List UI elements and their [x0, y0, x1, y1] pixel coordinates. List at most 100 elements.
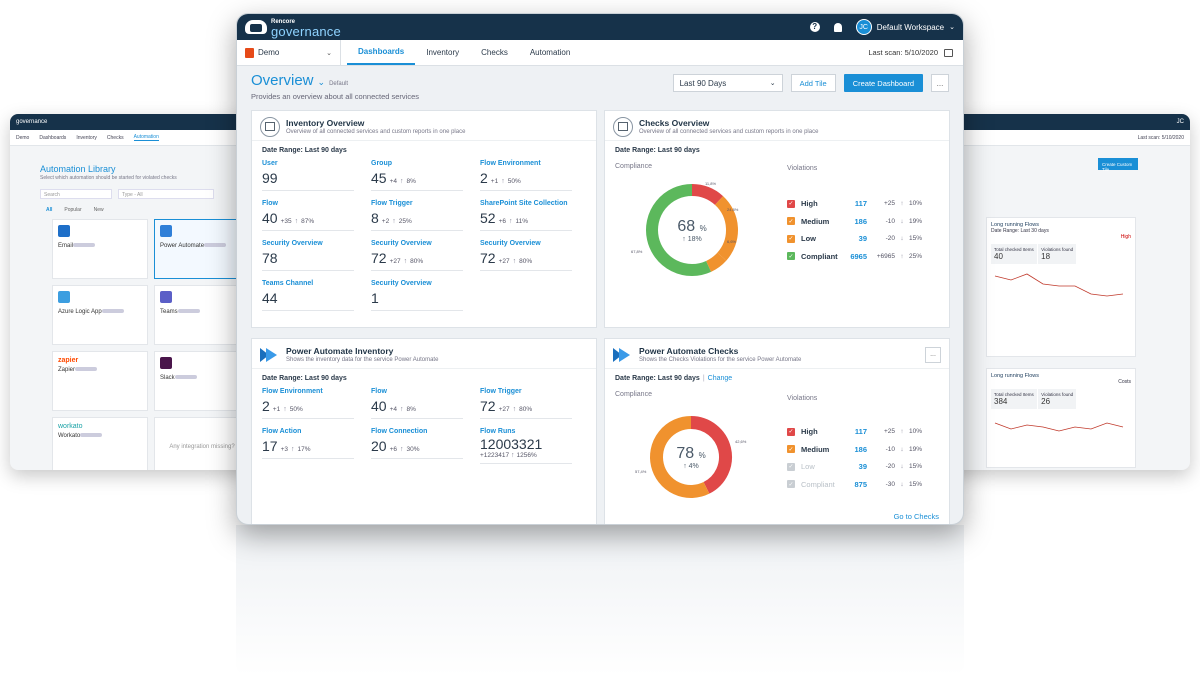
- right-violations-box-2: Violations found 26: [1038, 389, 1077, 409]
- violation-count[interactable]: 117: [854, 427, 867, 437]
- metric-cell[interactable]: Security Overview 72 +27 ↑ 80%: [480, 240, 589, 280]
- tab-inventory[interactable]: Inventory: [426, 48, 460, 57]
- calendar-icon[interactable]: [944, 48, 953, 57]
- metric-cell[interactable]: Security Overview 1: [371, 280, 480, 320]
- metric-percent: 87%: [301, 218, 315, 225]
- arrow-up-icon: ↑: [291, 446, 295, 453]
- workspace-switcher[interactable]: JC Default Workspace ⌄: [855, 19, 955, 35]
- donut-slice[interactable]: [650, 416, 710, 498]
- library-type-select[interactable]: Type - All: [118, 189, 214, 199]
- left-tenant[interactable]: Demo: [16, 134, 30, 141]
- violation-delta: +25: [883, 200, 895, 208]
- violation-row[interactable]: ✓ Low 39 -20 ↓ 15%: [787, 458, 933, 476]
- metric-cell[interactable]: Flow Environment 2 +1 ↑ 50%: [262, 388, 371, 428]
- left-tab-checks[interactable]: Checks: [106, 134, 124, 141]
- add-tile-button[interactable]: Add Tile: [790, 74, 836, 92]
- library-search-input[interactable]: Search: [40, 189, 112, 199]
- card-power-automate[interactable]: Power Automate: [154, 219, 250, 279]
- card-azure-logic-app[interactable]: Azure Logic App: [52, 285, 148, 345]
- library-tab-popular[interactable]: Popular: [64, 207, 82, 213]
- brand-logo[interactable]: Rencore governance: [245, 18, 341, 38]
- donut-slice[interactable]: [690, 416, 732, 494]
- donut-slice[interactable]: [691, 184, 724, 206]
- arrow-up-icon: ↑: [400, 446, 404, 453]
- checkbox-icon[interactable]: ✓: [787, 252, 795, 261]
- help-icon[interactable]: ?: [809, 22, 820, 32]
- tab-dashboards[interactable]: Dashboards: [347, 40, 416, 65]
- tab-checks[interactable]: Checks: [481, 48, 508, 57]
- library-tab-all[interactable]: All: [46, 207, 53, 213]
- card-zapier[interactable]: zapier Zapier: [52, 351, 148, 411]
- card-slack[interactable]: Slack: [154, 351, 250, 411]
- violation-count[interactable]: 186: [854, 216, 867, 226]
- donut-trend-value: 18%: [687, 235, 702, 243]
- donut-slice[interactable]: [705, 252, 727, 272]
- metric-cell[interactable]: Security Overview 78: [262, 240, 371, 280]
- create-custom-tile-button[interactable]: Create Custom Tile: [1098, 158, 1138, 172]
- right-card-1[interactable]: Long running Flows Date Range: Last 30 d…: [986, 217, 1136, 357]
- violation-row[interactable]: ✓ High 117 +25 ↑ 10%: [787, 195, 933, 213]
- left-tab-inventory[interactable]: Inventory: [76, 134, 97, 141]
- donut-slice[interactable]: [714, 196, 738, 261]
- donut-slice[interactable]: [646, 184, 712, 276]
- violation-count[interactable]: 117: [854, 199, 867, 209]
- metric-cell[interactable]: Teams Channel 44: [262, 280, 371, 320]
- checkbox-icon[interactable]: ✓: [787, 217, 795, 226]
- workspace-name: Default Workspace: [876, 22, 945, 32]
- checkbox-icon[interactable]: ✓: [787, 427, 795, 436]
- metric-cell[interactable]: Flow Runs 12003321 +1223417 ↑ 1256%: [480, 428, 589, 468]
- donut-svg: [646, 184, 738, 276]
- metric-cell[interactable]: Flow 40 +35 ↑ 87%: [262, 200, 371, 240]
- metric-label: Group: [371, 160, 392, 167]
- library-tab-new[interactable]: New: [93, 207, 104, 213]
- metric-cell[interactable]: Flow Environment 2 +1 ↑ 50%: [480, 160, 589, 200]
- right-avatar[interactable]: JC: [1176, 119, 1184, 125]
- checkbox-icon[interactable]: ✓: [787, 445, 795, 454]
- checklist-icon-shape: [618, 122, 628, 131]
- violation-count[interactable]: 186: [854, 444, 867, 454]
- tenant-select[interactable]: Demo ⌄: [237, 40, 341, 65]
- checkbox-icon[interactable]: ✓: [787, 480, 795, 489]
- metric-cell[interactable]: Flow Trigger 72 +27 ↑ 80%: [480, 388, 589, 428]
- checkbox-icon[interactable]: ✓: [787, 234, 795, 243]
- metric-cell[interactable]: SharePoint Site Collection 52 +6 ↑ 11%: [480, 200, 589, 240]
- violation-count[interactable]: 39: [858, 462, 867, 472]
- violation-row[interactable]: ✓ Medium 186 -10 ↓ 19%: [787, 441, 933, 459]
- right-card-2[interactable]: Long running Flows Costs Total checked I…: [986, 368, 1136, 468]
- metric-cell[interactable]: Flow Action 17 +3 ↑ 17%: [262, 428, 371, 468]
- page-title[interactable]: Overview: [251, 72, 314, 89]
- card-missing[interactable]: Any integration missing?: [154, 417, 250, 470]
- more-options-button[interactable]: ...: [931, 74, 949, 92]
- date-range-select[interactable]: Last 90 Days ⌄: [672, 74, 783, 92]
- violation-row[interactable]: ✓ Low 39 -20 ↓ 15%: [787, 230, 933, 248]
- metric-cell[interactable]: User 99: [262, 160, 371, 200]
- tile-more-button[interactable]: ...: [925, 346, 941, 363]
- card-email[interactable]: Email: [52, 219, 148, 279]
- card-workato[interactable]: workato Workato: [52, 417, 148, 470]
- checkbox-icon[interactable]: ✓: [787, 199, 795, 208]
- bell-icon[interactable]: [833, 22, 842, 32]
- violation-row[interactable]: ✓ Compliant 875 -30 ↓ 15%: [787, 476, 933, 494]
- change-range-link[interactable]: Change: [707, 375, 733, 382]
- metric-cell[interactable]: Flow Trigger 8 +2 ↑ 25%: [371, 200, 480, 240]
- checkbox-icon[interactable]: ✓: [787, 462, 795, 471]
- create-dashboard-button[interactable]: Create Dashboard: [843, 74, 923, 92]
- violation-row[interactable]: ✓ Medium 186 -10 ↓ 19%: [787, 213, 933, 231]
- metric-divider: [262, 458, 354, 459]
- violation-count[interactable]: 6965: [850, 251, 867, 261]
- metric-cell[interactable]: Group 45 +4 ↑ 8%: [371, 160, 480, 200]
- metric-delta: +35: [280, 218, 292, 225]
- violation-row[interactable]: ✓ Compliant 6965 +6965 ↑ 25%: [787, 248, 933, 266]
- violation-row[interactable]: ✓ High 117 +25 ↑ 10%: [787, 423, 933, 441]
- violation-count[interactable]: 875: [854, 479, 867, 489]
- left-tab-dashboards[interactable]: Dashboards: [39, 134, 67, 141]
- go-to-checks-link[interactable]: Go to Checks: [893, 512, 939, 521]
- left-tab-automation[interactable]: Automation: [133, 134, 159, 141]
- metric-percent: 50%: [289, 406, 303, 413]
- metric-cell[interactable]: Flow 40 +4 ↑ 8%: [371, 388, 480, 428]
- metric-cell[interactable]: Security Overview 72 +27 ↑ 80%: [371, 240, 480, 280]
- chevron-down-icon[interactable]: ⌄: [317, 77, 326, 87]
- tab-automation[interactable]: Automation: [529, 48, 571, 57]
- violation-count[interactable]: 39: [858, 234, 867, 244]
- metric-cell[interactable]: Flow Connection 20 +6 ↑ 30%: [371, 428, 480, 468]
